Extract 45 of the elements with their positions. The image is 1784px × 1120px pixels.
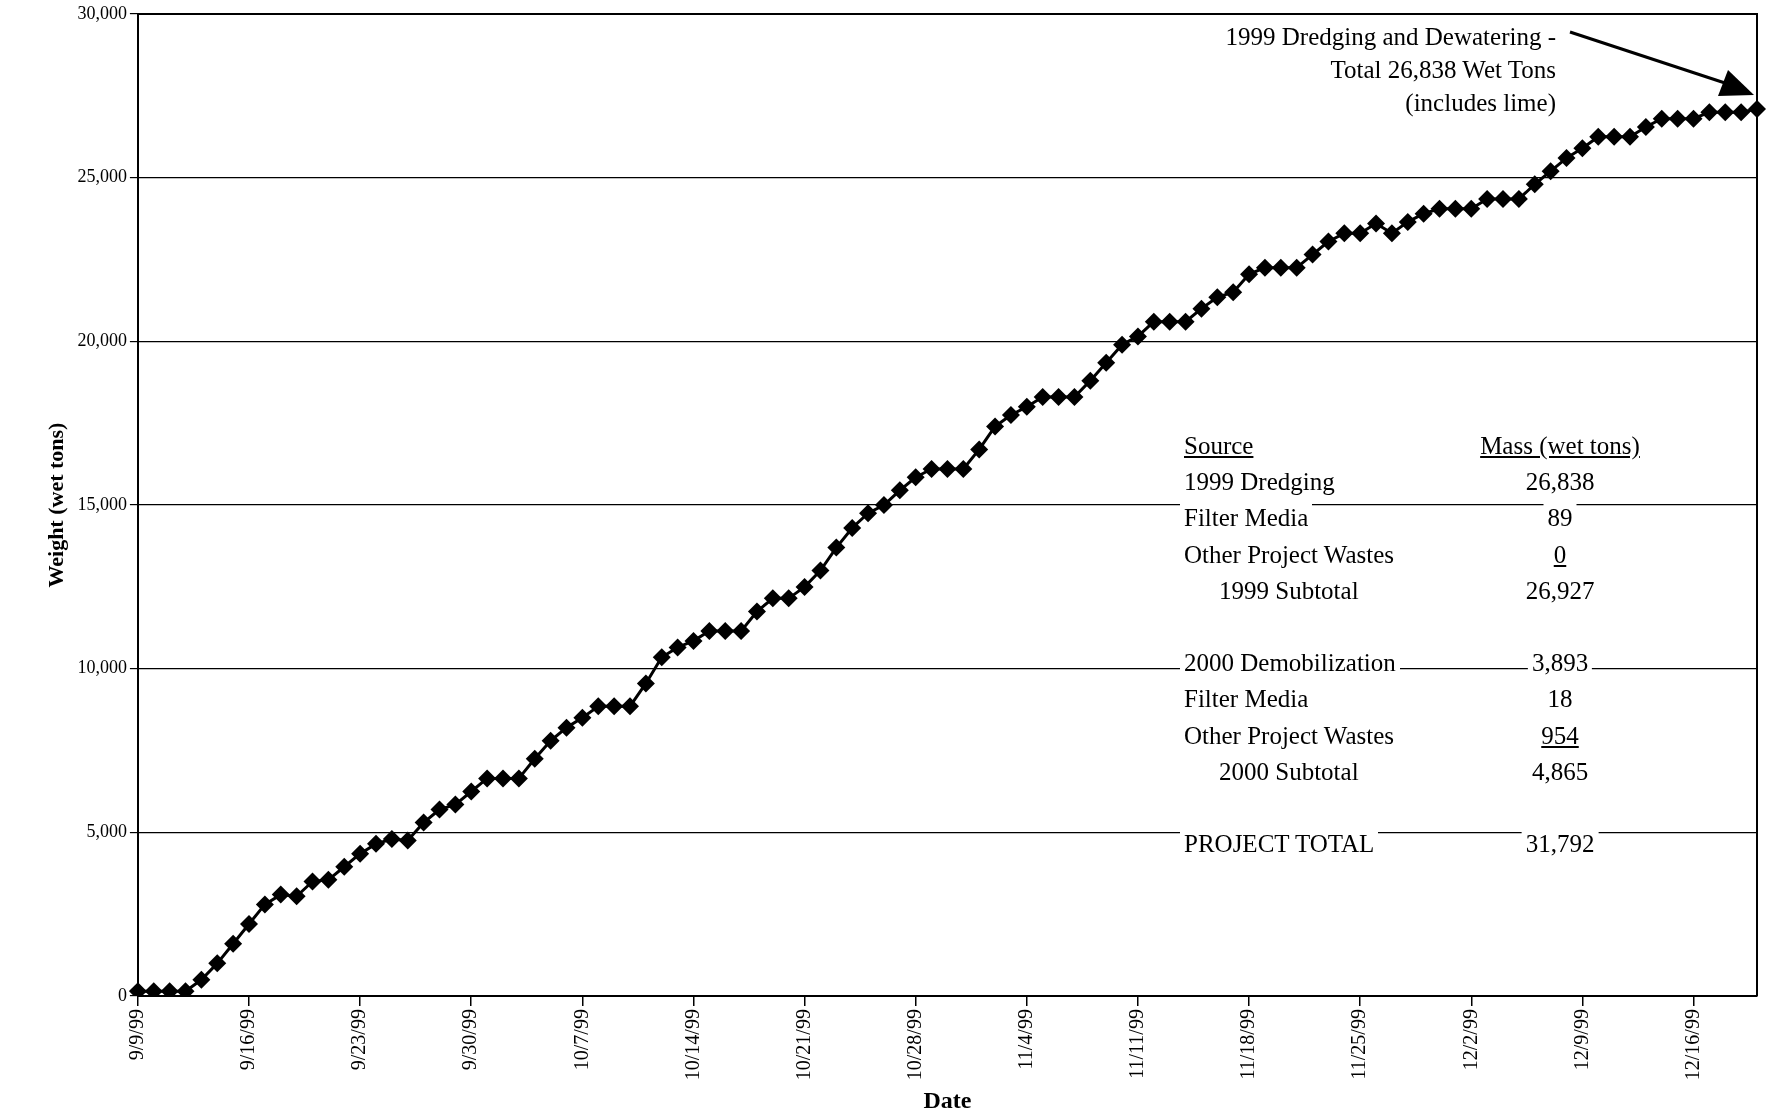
x-tick-label: 10/14/99 [680, 1009, 703, 1081]
annotation: 89 [1543, 502, 1577, 535]
annotation: PROJECT TOTAL [1180, 828, 1379, 861]
annotation: 3,893 [1527, 647, 1593, 680]
annotation: 954 [1537, 719, 1583, 752]
x-tick-label: 11/4/99 [1014, 1009, 1037, 1070]
x-tick-label: 9/23/99 [347, 1009, 370, 1071]
annotation: Other Project Wastes [1180, 719, 1398, 752]
annotation: Other Project Wastes [1180, 538, 1398, 571]
x-axis-title: Date [923, 1086, 972, 1113]
annotation: 1999 Dredging [1180, 466, 1339, 499]
annotation: Filter Media [1180, 502, 1313, 535]
x-tick-label: 10/21/99 [791, 1009, 814, 1081]
annotation: Mass (wet tons) [1476, 430, 1644, 462]
x-tick-label: 11/18/99 [1236, 1009, 1259, 1080]
y-tick-label: 5,000 [86, 821, 127, 842]
annotation: 0 [1549, 538, 1571, 571]
y-tick-label: 15,000 [77, 493, 127, 514]
x-tick-label: 9/9/99 [125, 1009, 148, 1061]
x-tick-label: 12/16/99 [1680, 1009, 1703, 1081]
annotation: Filter Media [1180, 683, 1313, 716]
x-tick-label: 12/2/99 [1458, 1009, 1481, 1071]
y-tick-label: 10,000 [77, 657, 127, 678]
annotation: 1999 Dredging and Dewatering - Total 26,838 Wet Tons (includes lime) [1221, 20, 1560, 119]
annotation: 2000 Demobilization [1180, 647, 1400, 680]
y-tick-label: 20,000 [77, 330, 127, 351]
x-tick-label: 11/25/99 [1347, 1009, 1370, 1080]
annotation: Source [1180, 430, 1258, 462]
x-tick-label: 12/9/99 [1569, 1009, 1592, 1071]
x-tick-label: 9/30/99 [458, 1009, 481, 1071]
y-tick-label: 25,000 [77, 166, 127, 187]
annotation: 18 [1543, 683, 1577, 716]
annotation: 1999 Subtotal [1215, 574, 1363, 607]
annotation: 2000 Subtotal [1215, 755, 1363, 788]
annotation: 26,927 [1521, 574, 1599, 607]
x-tick-label: 11/11/99 [1125, 1009, 1148, 1079]
y-tick-label: 30,000 [77, 2, 127, 23]
annotation: 31,792 [1521, 828, 1599, 861]
x-tick-label: 10/28/99 [902, 1009, 925, 1081]
annotation: 4,865 [1527, 755, 1593, 788]
x-tick-label: 10/7/99 [569, 1009, 592, 1071]
y-axis-title: Weight (wet tons) [42, 422, 68, 588]
x-tick-label: 9/16/99 [236, 1009, 259, 1071]
y-tick-label: 0 [117, 984, 127, 1005]
annotation: 26,838 [1521, 466, 1599, 499]
